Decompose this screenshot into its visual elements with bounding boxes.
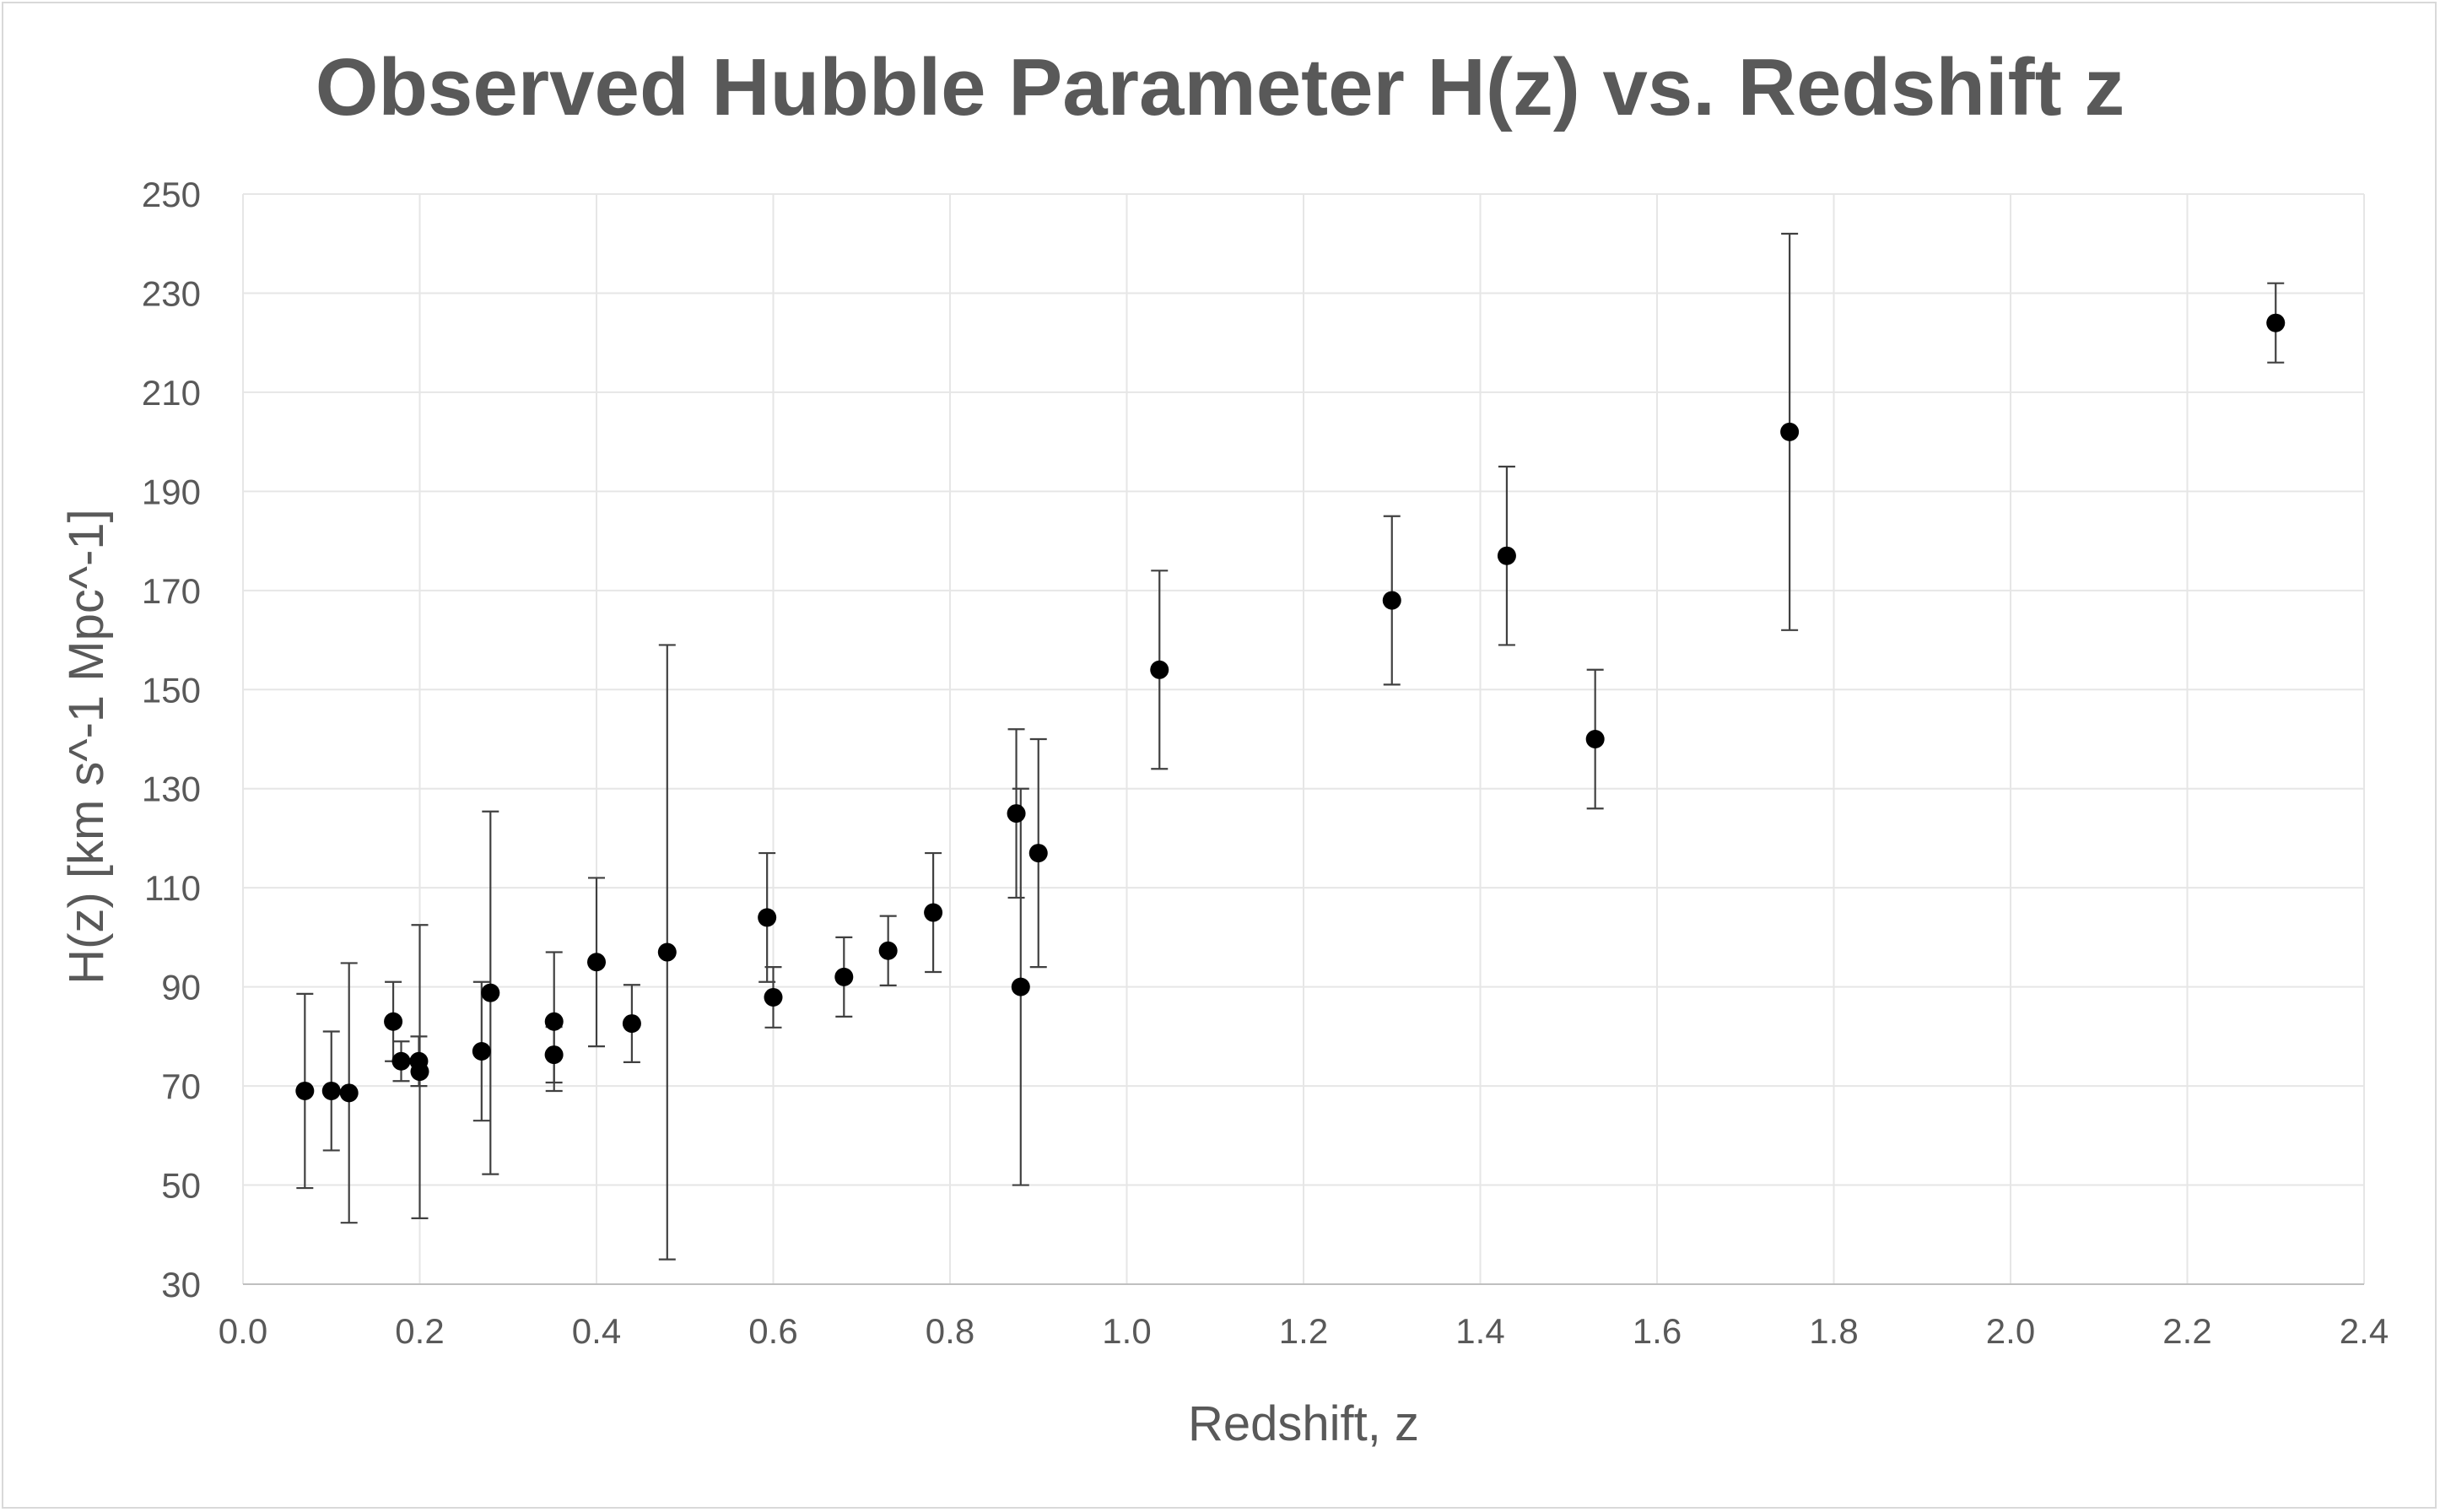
- data-point: [2266, 313, 2286, 332]
- data-point: [391, 1051, 411, 1071]
- data-point: [1007, 804, 1026, 824]
- x-tick-label: 1.8: [1809, 1311, 1858, 1351]
- x-tick-label: 1.0: [1102, 1311, 1151, 1351]
- y-tick-label: 190: [142, 472, 201, 511]
- data-point: [1382, 591, 1401, 610]
- chart-title: Observed Hubble Parameter H(z) vs. Redsh…: [316, 42, 2125, 132]
- data-point: [834, 967, 854, 986]
- y-tick-label: 150: [142, 670, 201, 710]
- data-point: [295, 1081, 315, 1100]
- x-tick-label: 0.2: [395, 1311, 444, 1351]
- data-point: [1150, 660, 1169, 679]
- x-tick-label: 0.6: [748, 1311, 797, 1351]
- data-point: [1011, 977, 1030, 996]
- data-point: [587, 953, 606, 972]
- y-tick-label: 130: [142, 770, 201, 809]
- x-tick-label: 0.8: [926, 1311, 974, 1351]
- y-tick-labels: 30 50 70 90 110 130 150 170 190 210 230 250: [142, 175, 201, 1304]
- x-tick-label: 2.0: [1986, 1311, 2035, 1351]
- data-point: [384, 1012, 403, 1031]
- y-tick-label: 110: [144, 868, 201, 908]
- data-point: [544, 1045, 564, 1065]
- data-point: [410, 1062, 429, 1082]
- data-point: [339, 1083, 359, 1103]
- data-point: [622, 1014, 641, 1034]
- y-tick-label: 30: [161, 1265, 201, 1304]
- y-tick-label: 250: [142, 175, 201, 214]
- data-point: [758, 908, 777, 927]
- y-axis-title: H(z) [km s^-1 Mpc^-1]: [59, 509, 114, 985]
- data-point: [1497, 546, 1516, 565]
- x-tick-label: 2.4: [2340, 1311, 2389, 1351]
- data-point: [657, 942, 677, 962]
- x-tick-label: 1.4: [1455, 1311, 1504, 1351]
- data-point: [764, 987, 783, 1007]
- data-point: [321, 1081, 341, 1100]
- data-points: [295, 313, 2286, 1103]
- x-tick-label: 2.2: [2162, 1311, 2211, 1351]
- data-point: [878, 941, 898, 960]
- data-point: [924, 903, 943, 922]
- x-tick-label: 0.4: [572, 1311, 621, 1351]
- data-point: [472, 1041, 491, 1061]
- y-tick-label: 50: [161, 1166, 201, 1206]
- data-point: [481, 983, 500, 1002]
- x-tick-label: 1.2: [1279, 1311, 1328, 1351]
- y-tick-label: 210: [142, 373, 201, 413]
- error-bars: [296, 232, 2285, 1261]
- x-tick-labels: 0.0 0.2 0.4 0.6 0.8 1.0 1.2 1.4 1.6 1.8 2.0 2.2 2.4: [219, 1311, 2389, 1351]
- gridlines: [242, 193, 2365, 1284]
- x-tick-label: 1.6: [1633, 1311, 1682, 1351]
- y-tick-label: 70: [161, 1066, 201, 1106]
- y-tick-label: 170: [142, 571, 201, 611]
- data-point: [1585, 730, 1605, 748]
- x-axis-title: Redshift, z: [1188, 1396, 1419, 1451]
- y-tick-label: 90: [161, 968, 201, 1007]
- data-point: [544, 1012, 564, 1031]
- data-point: [1028, 844, 1048, 863]
- x-tick-label: 0.0: [219, 1311, 267, 1351]
- data-point: [1780, 422, 1800, 441]
- y-tick-label: 230: [142, 273, 201, 313]
